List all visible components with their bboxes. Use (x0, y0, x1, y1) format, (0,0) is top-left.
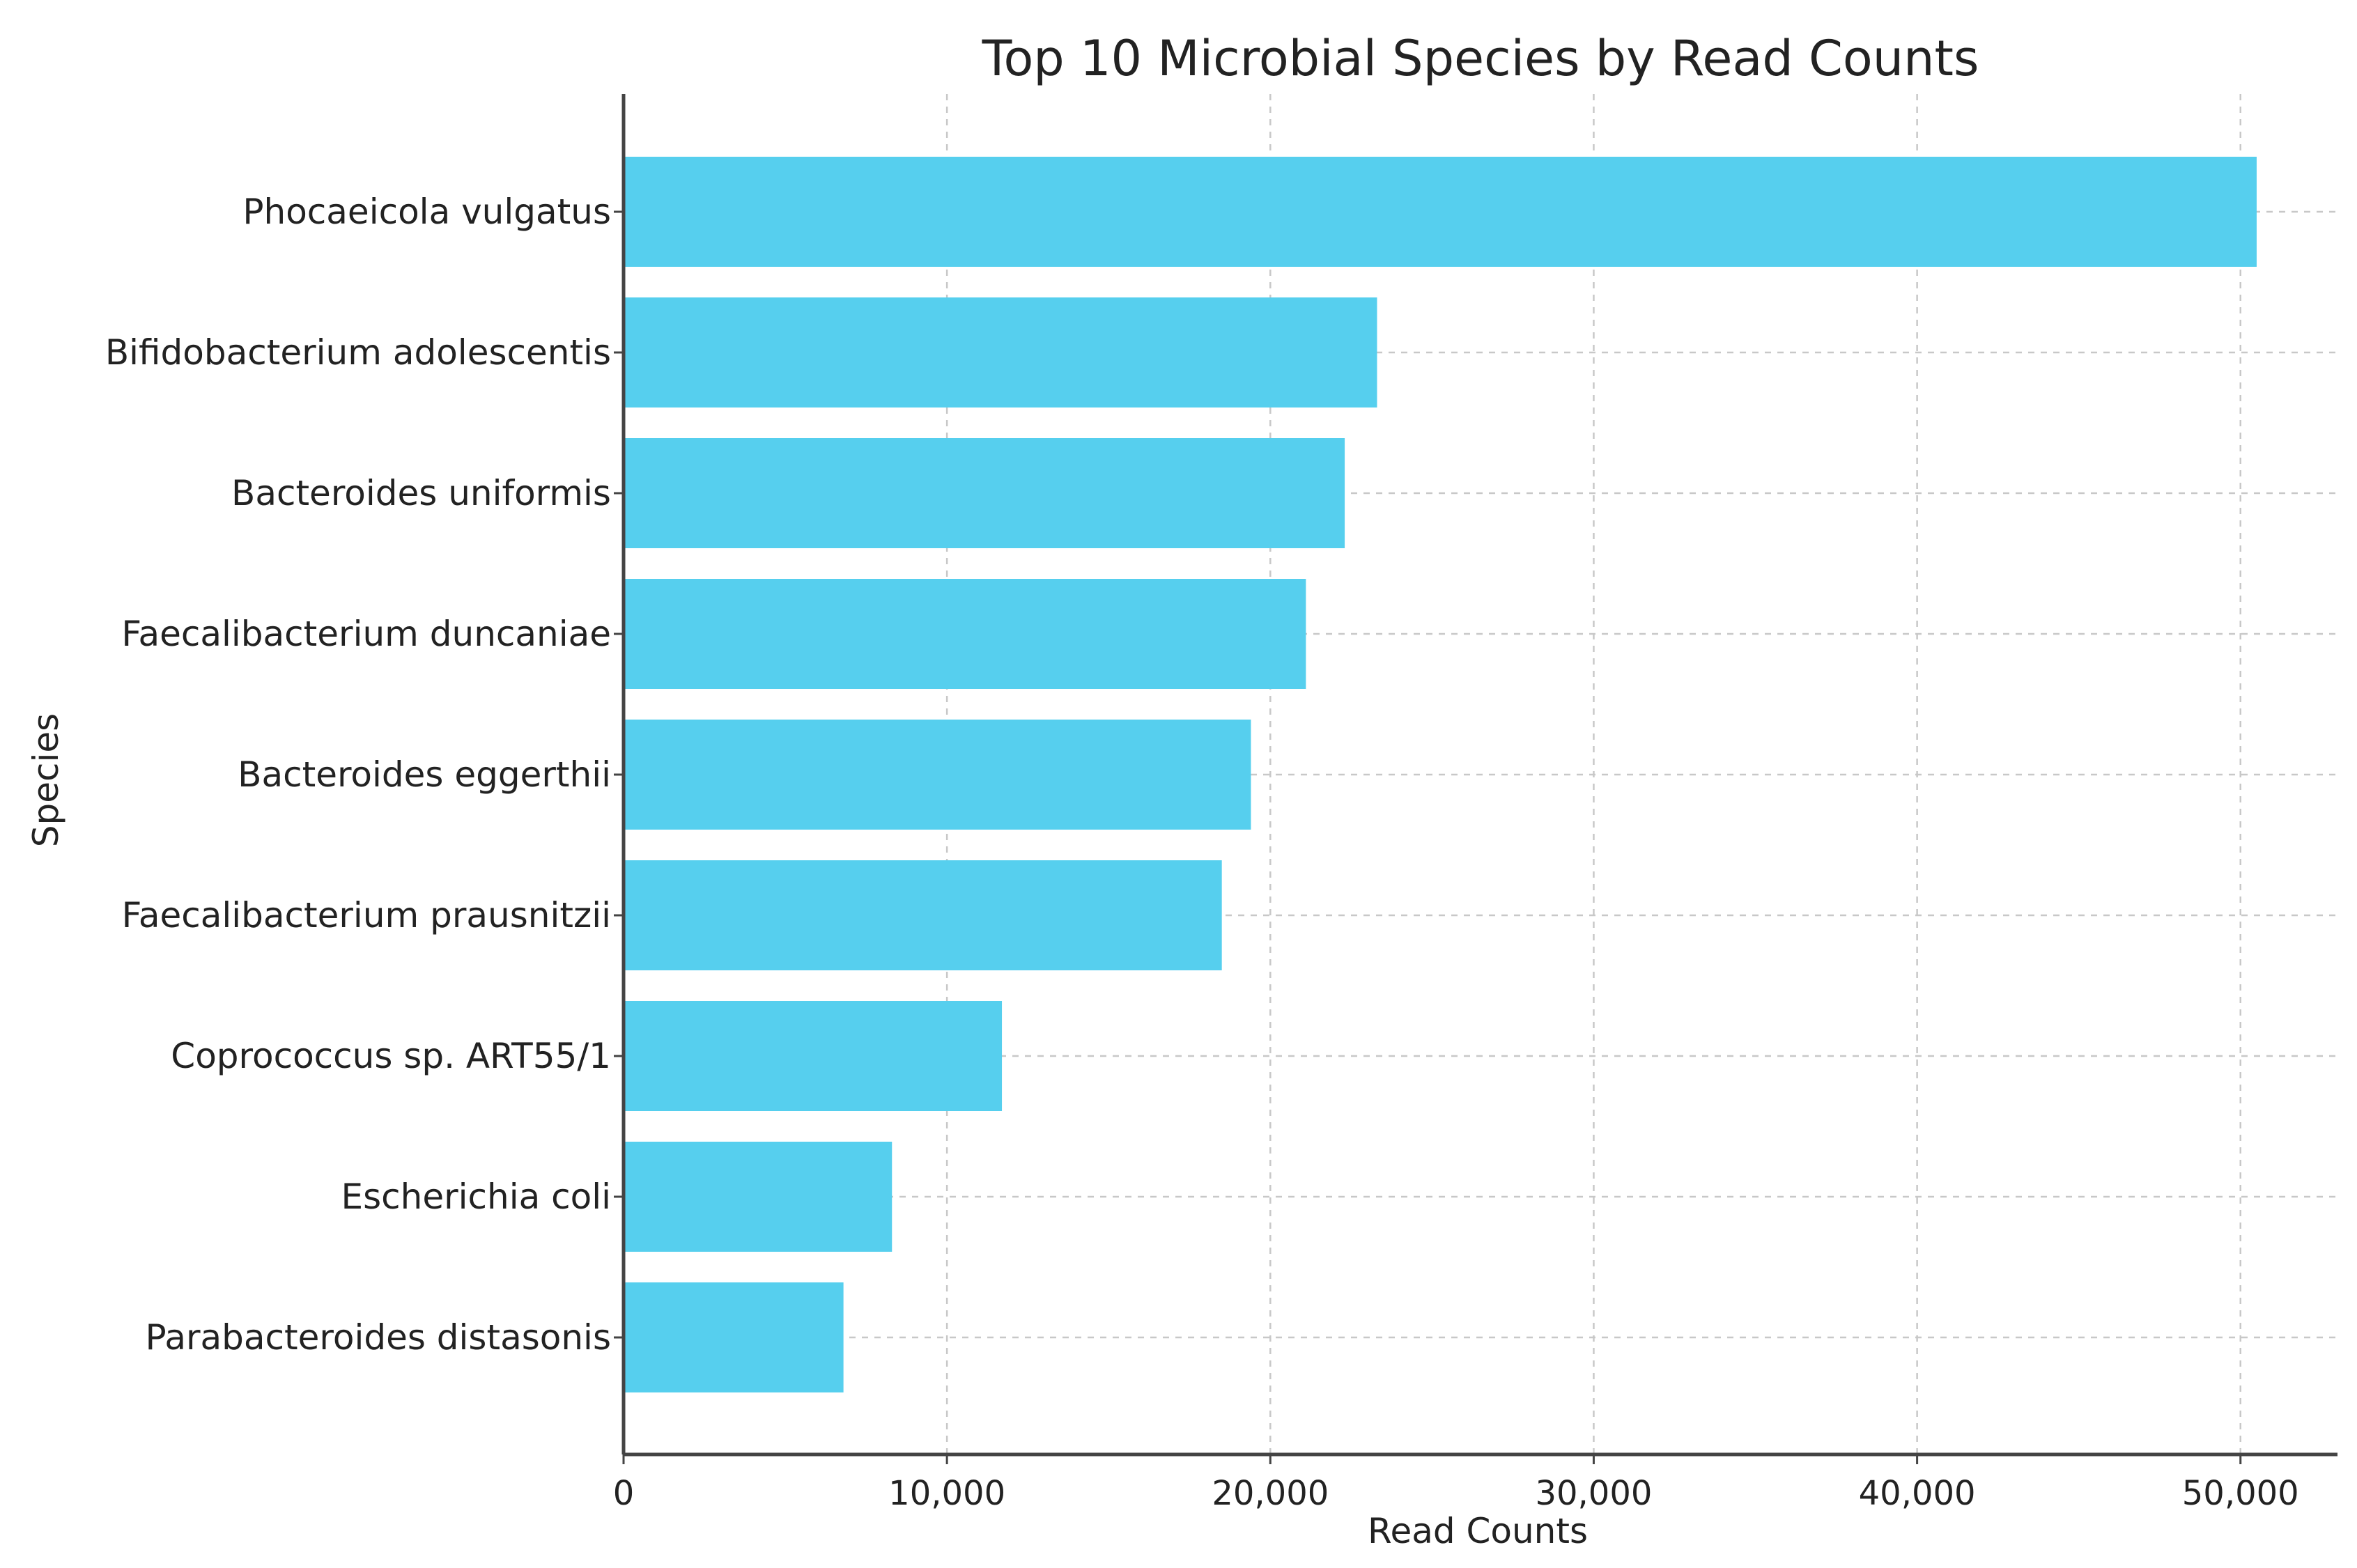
bar (624, 1282, 844, 1392)
category-label: Coprococcus sp. ART55/1 (171, 1036, 611, 1076)
bar (624, 438, 1345, 548)
bar (624, 297, 1377, 407)
category-label: Phocaeicola vulgatus (242, 192, 611, 232)
category-label: Faecalibacterium prausnitzii (122, 895, 611, 936)
bar (624, 860, 1222, 970)
x-axis-label: Read Counts (1368, 1511, 1588, 1551)
bar (624, 1142, 892, 1252)
x-tick-label: 10,000 (888, 1474, 1005, 1513)
category-label: Bifidobacterium adolescentis (105, 332, 611, 373)
category-label: Faecalibacterium duncaniae (121, 614, 611, 654)
x-tick-label: 50,000 (2182, 1474, 2299, 1513)
y-axis-label: Species (26, 713, 66, 847)
category-label: Bacteroides uniformis (231, 473, 611, 513)
axis-layer (614, 94, 2337, 1464)
bar-layer (624, 157, 2257, 1392)
x-tick-label: 20,000 (1212, 1474, 1329, 1513)
bar (624, 579, 1306, 689)
category-label: Parabacteroides distasonis (145, 1317, 611, 1358)
x-tick-label: 0 (613, 1474, 635, 1513)
bar (624, 1001, 1003, 1111)
bar (624, 720, 1251, 830)
label-layer: 0 10,000 20,000 30,000 40,000 50,000 Phocaeico… (105, 192, 2299, 1513)
category-label: Escherichia coli (341, 1177, 612, 1217)
bar (624, 157, 2257, 267)
x-tick-label: 30,000 (1535, 1474, 1652, 1513)
chart-title: Top 10 Microbial Species by Read Counts (982, 30, 1979, 87)
x-tick-label: 40,000 (1859, 1474, 1976, 1513)
category-label: Bacteroides eggerthii (238, 754, 611, 795)
